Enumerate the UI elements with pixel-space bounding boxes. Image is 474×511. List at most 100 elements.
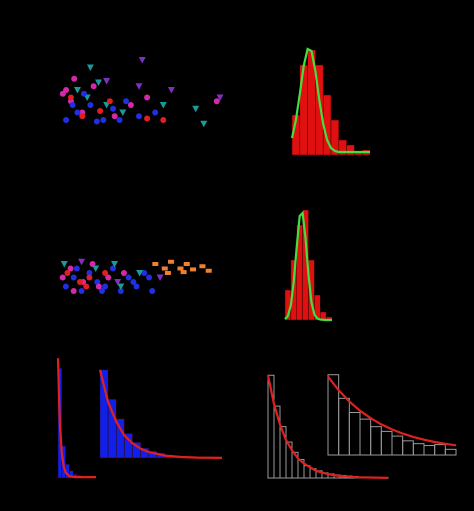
histogram-bar <box>348 412 361 456</box>
scatter-point <box>70 288 77 294</box>
scatter-point <box>60 261 68 268</box>
scatter-point <box>80 90 87 97</box>
scatter-point <box>93 118 100 125</box>
scatter-point <box>125 274 132 281</box>
scatter-point <box>152 262 159 266</box>
scatter-point <box>164 271 171 275</box>
scatter-point <box>190 267 197 272</box>
scatter-point <box>59 90 66 97</box>
histogram-bar <box>107 398 117 459</box>
scatter-point <box>213 98 220 105</box>
scatter-point <box>102 270 109 276</box>
fit-curve <box>266 375 389 479</box>
scatter-point <box>111 113 118 120</box>
scatter-point <box>136 113 142 120</box>
scatter-point <box>192 105 200 113</box>
histogram-bar <box>380 430 393 456</box>
scatter-point <box>130 279 137 285</box>
scatter-point <box>76 279 83 285</box>
scatter-point <box>86 274 93 281</box>
scatter-point <box>200 120 208 128</box>
scatter-point <box>111 261 119 268</box>
scatter-point <box>94 279 101 285</box>
scatter-point <box>160 117 167 123</box>
scatter-point <box>133 283 140 290</box>
scatter-point <box>149 288 156 294</box>
scatter-point <box>110 105 117 112</box>
scatter-point <box>95 79 102 86</box>
scatter-point <box>97 108 104 114</box>
scatter-point <box>135 83 143 90</box>
histogram-bar <box>434 444 446 456</box>
scatter-point <box>136 270 144 277</box>
scatter-point <box>117 283 125 290</box>
scatter-point <box>92 265 100 272</box>
scatter-point <box>86 64 94 71</box>
fit-curve <box>327 375 457 447</box>
scatter-point <box>86 270 93 276</box>
scatter-point <box>123 98 130 105</box>
scatter-point <box>67 265 74 272</box>
fit-curve <box>98 369 223 459</box>
scatter-point <box>71 75 78 82</box>
scatter-point <box>69 102 76 108</box>
histogram-bar <box>423 445 436 456</box>
scatter-point <box>83 283 90 290</box>
scatter-point <box>119 109 127 116</box>
scatter-point <box>141 270 148 276</box>
histogram-bar <box>314 294 321 321</box>
scatter-point <box>183 262 190 266</box>
scatter-point <box>167 87 175 94</box>
scatter-point <box>87 102 94 108</box>
scatter-point <box>138 57 146 64</box>
scatter-point <box>74 109 81 116</box>
scatter-point <box>120 270 127 276</box>
scatter-point <box>156 274 164 281</box>
histogram-bar <box>412 443 425 456</box>
scatter-point <box>116 117 123 123</box>
scatter-point <box>98 288 105 294</box>
scatter-point <box>103 78 111 85</box>
histogram-bar <box>338 397 350 456</box>
scatter-point <box>63 117 70 123</box>
histogram-bar <box>391 435 404 456</box>
scatter-point <box>180 270 187 275</box>
histogram-bar <box>308 259 315 321</box>
scatter-point <box>64 270 71 276</box>
histogram-bar <box>402 440 414 456</box>
scatter-point <box>199 264 206 269</box>
scatter-point <box>106 98 113 105</box>
scatter-point <box>144 115 151 122</box>
scatter-point <box>105 274 112 281</box>
fit-curve <box>56 358 96 479</box>
scatter-point <box>152 109 159 116</box>
histogram-bar <box>444 448 457 456</box>
scatter-point <box>73 87 81 94</box>
scatter-point <box>62 283 69 290</box>
histogram-bar <box>346 144 355 156</box>
scatter-point <box>73 265 80 272</box>
fit-curve <box>284 210 332 322</box>
scatter-point <box>102 283 109 290</box>
scatter-point <box>78 288 85 294</box>
scatter-point <box>168 259 175 264</box>
scatter-point <box>59 274 66 281</box>
scatter-point <box>177 266 184 271</box>
scatter-point <box>67 94 74 101</box>
scatter-point <box>144 94 151 101</box>
scatter-point <box>114 279 122 286</box>
scatter-point <box>100 117 107 123</box>
histogram-bar <box>330 119 340 156</box>
scatter-point <box>90 83 97 90</box>
scatter-point <box>78 258 86 266</box>
scatter-point <box>146 274 153 281</box>
scatter-point <box>95 283 102 290</box>
scatter-point <box>159 102 167 109</box>
scatter-point <box>79 113 86 120</box>
scatter-point <box>117 288 124 294</box>
scatter-point <box>127 102 134 108</box>
histogram-bar <box>370 426 382 456</box>
scatter-point <box>161 266 168 271</box>
